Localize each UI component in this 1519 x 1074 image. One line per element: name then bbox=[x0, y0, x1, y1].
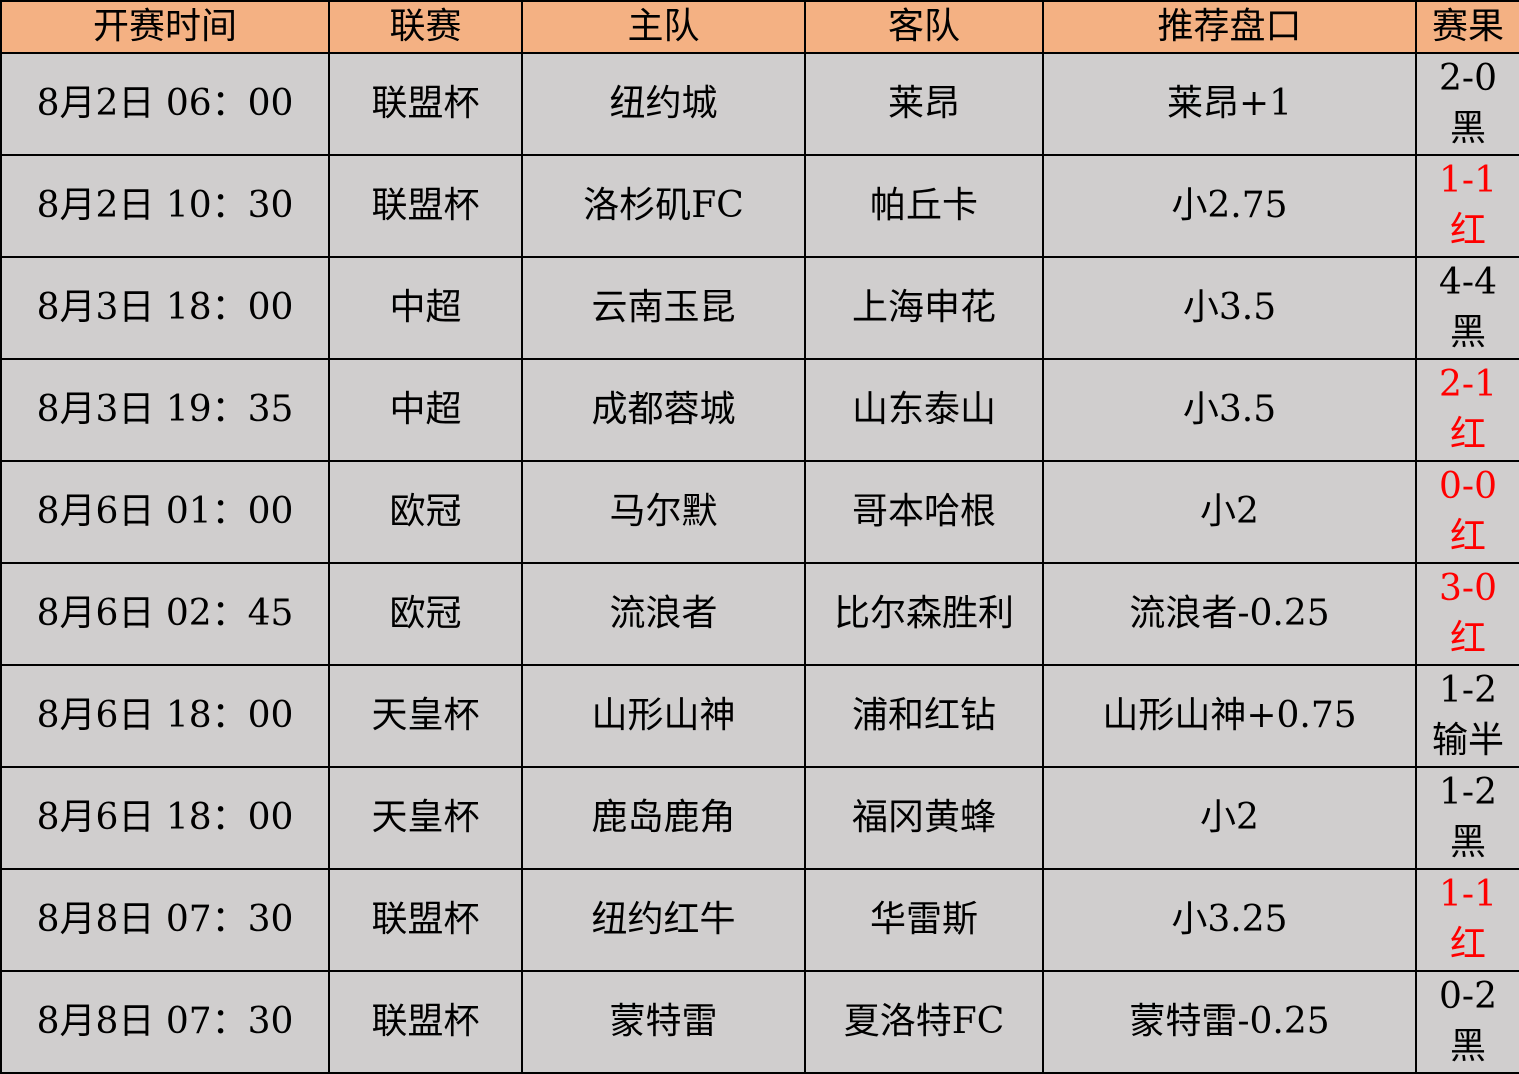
outcome: 红 bbox=[1449, 516, 1486, 557]
outcome: 红 bbox=[1449, 210, 1486, 251]
table-row: 8月8日 07：30 联盟杯 蒙特雷 夏洛特FC 蒙特雷-0.25 0-2 黑 bbox=[0, 970, 1519, 1074]
outcome: 黑 bbox=[1449, 1026, 1486, 1067]
outcome: 输半 bbox=[1431, 720, 1504, 761]
home-team-cell: 洛杉矶FC bbox=[521, 154, 806, 258]
time-cell: 8月6日 02：45 bbox=[0, 562, 330, 666]
result-cell: 1-1 红 bbox=[1415, 868, 1519, 972]
home-team-cell: 成都蓉城 bbox=[521, 358, 806, 462]
league-cell: 中超 bbox=[328, 358, 523, 462]
league-cell: 中超 bbox=[328, 256, 523, 360]
score: 1-2 bbox=[1439, 772, 1497, 813]
league-cell: 联盟杯 bbox=[328, 52, 523, 156]
pick-cell: 山形山神+0.75 bbox=[1042, 664, 1417, 768]
pick-cell: 小2.75 bbox=[1042, 154, 1417, 258]
home-team-cell: 流浪者 bbox=[521, 562, 806, 666]
time-cell: 8月2日 10：30 bbox=[0, 154, 330, 258]
away-team-cell: 帕丘卡 bbox=[804, 154, 1044, 258]
outcome: 黑 bbox=[1449, 312, 1486, 353]
league-cell: 欧冠 bbox=[328, 562, 523, 666]
table-row: 8月2日 10：30 联盟杯 洛杉矶FC 帕丘卡 小2.75 1-1 红 bbox=[0, 154, 1519, 258]
score: 3-0 bbox=[1439, 568, 1497, 609]
away-team-cell: 华雷斯 bbox=[804, 868, 1044, 972]
league-cell: 联盟杯 bbox=[328, 154, 523, 258]
pick-cell: 蒙特雷-0.25 bbox=[1042, 970, 1417, 1074]
time-cell: 8月6日 18：00 bbox=[0, 664, 330, 768]
home-team-cell: 鹿岛鹿角 bbox=[521, 766, 806, 870]
result-cell: 2-1 红 bbox=[1415, 358, 1519, 462]
table-row: 8月6日 18：00 天皇杯 鹿岛鹿角 福冈黄蜂 小2 1-2 黑 bbox=[0, 766, 1519, 870]
result-cell: 1-2 输半 bbox=[1415, 664, 1519, 768]
home-team-cell: 蒙特雷 bbox=[521, 970, 806, 1074]
header-home: 主队 bbox=[521, 0, 806, 54]
table-row: 8月3日 19：35 中超 成都蓉城 山东泰山 小3.5 2-1 红 bbox=[0, 358, 1519, 462]
table-row: 8月2日 06：00 联盟杯 纽约城 莱昂 莱昂+1 2-0 黑 bbox=[0, 52, 1519, 156]
header-away: 客队 bbox=[804, 0, 1044, 54]
pick-cell: 小2 bbox=[1042, 766, 1417, 870]
away-team-cell: 哥本哈根 bbox=[804, 460, 1044, 564]
away-team-cell: 浦和红钻 bbox=[804, 664, 1044, 768]
pick-cell: 莱昂+1 bbox=[1042, 52, 1417, 156]
outcome: 黑 bbox=[1449, 822, 1486, 863]
score: 0-0 bbox=[1439, 466, 1497, 507]
pick-cell: 小3.5 bbox=[1042, 256, 1417, 360]
result-cell: 4-4 黑 bbox=[1415, 256, 1519, 360]
header-result: 赛果 bbox=[1415, 0, 1519, 54]
league-cell: 联盟杯 bbox=[328, 970, 523, 1074]
score: 4-4 bbox=[1439, 262, 1497, 303]
score: 2-0 bbox=[1439, 58, 1497, 99]
time-cell: 8月3日 19：35 bbox=[0, 358, 330, 462]
header-time: 开赛时间 bbox=[0, 0, 330, 54]
home-team-cell: 纽约红牛 bbox=[521, 868, 806, 972]
time-cell: 8月8日 07：30 bbox=[0, 970, 330, 1074]
time-cell: 8月8日 07：30 bbox=[0, 868, 330, 972]
score: 1-1 bbox=[1439, 874, 1497, 915]
table-row: 8月6日 18：00 天皇杯 山形山神 浦和红钻 山形山神+0.75 1-2 输半 bbox=[0, 664, 1519, 768]
score: 0-2 bbox=[1439, 976, 1497, 1017]
time-cell: 8月6日 18：00 bbox=[0, 766, 330, 870]
header-row: 开赛时间 联赛 主队 客队 推荐盘口 赛果 bbox=[0, 0, 1519, 54]
table-row: 8月6日 01：00 欧冠 马尔默 哥本哈根 小2 0-0 红 bbox=[0, 460, 1519, 564]
pick-cell: 小2 bbox=[1042, 460, 1417, 564]
result-cell: 2-0 黑 bbox=[1415, 52, 1519, 156]
time-cell: 8月3日 18：00 bbox=[0, 256, 330, 360]
home-team-cell: 纽约城 bbox=[521, 52, 806, 156]
away-team-cell: 山东泰山 bbox=[804, 358, 1044, 462]
result-cell: 3-0 红 bbox=[1415, 562, 1519, 666]
away-team-cell: 莱昂 bbox=[804, 52, 1044, 156]
result-cell: 1-2 黑 bbox=[1415, 766, 1519, 870]
score: 1-1 bbox=[1439, 160, 1497, 201]
home-team-cell: 马尔默 bbox=[521, 460, 806, 564]
home-team-cell: 云南玉昆 bbox=[521, 256, 806, 360]
outcome: 红 bbox=[1449, 414, 1486, 455]
league-cell: 联盟杯 bbox=[328, 868, 523, 972]
outcome: 红 bbox=[1449, 618, 1486, 659]
result-cell: 0-0 红 bbox=[1415, 460, 1519, 564]
header-league: 联赛 bbox=[328, 0, 523, 54]
pick-cell: 流浪者-0.25 bbox=[1042, 562, 1417, 666]
score: 1-2 bbox=[1439, 670, 1497, 711]
league-cell: 天皇杯 bbox=[328, 664, 523, 768]
time-cell: 8月6日 01：00 bbox=[0, 460, 330, 564]
outcome: 红 bbox=[1449, 924, 1486, 965]
result-cell: 0-2 黑 bbox=[1415, 970, 1519, 1074]
away-team-cell: 比尔森胜利 bbox=[804, 562, 1044, 666]
away-team-cell: 福冈黄蜂 bbox=[804, 766, 1044, 870]
pick-cell: 小3.5 bbox=[1042, 358, 1417, 462]
header-pick: 推荐盘口 bbox=[1042, 0, 1417, 54]
home-team-cell: 山形山神 bbox=[521, 664, 806, 768]
table-row: 8月3日 18：00 中超 云南玉昆 上海申花 小3.5 4-4 黑 bbox=[0, 256, 1519, 360]
league-cell: 欧冠 bbox=[328, 460, 523, 564]
league-cell: 天皇杯 bbox=[328, 766, 523, 870]
table-row: 8月6日 02：45 欧冠 流浪者 比尔森胜利 流浪者-0.25 3-0 红 bbox=[0, 562, 1519, 666]
score: 2-1 bbox=[1439, 364, 1497, 405]
outcome: 黑 bbox=[1449, 108, 1486, 149]
table-row: 8月8日 07：30 联盟杯 纽约红牛 华雷斯 小3.25 1-1 红 bbox=[0, 868, 1519, 972]
away-team-cell: 上海申花 bbox=[804, 256, 1044, 360]
away-team-cell: 夏洛特FC bbox=[804, 970, 1044, 1074]
time-cell: 8月2日 06：00 bbox=[0, 52, 330, 156]
pick-cell: 小3.25 bbox=[1042, 868, 1417, 972]
result-cell: 1-1 红 bbox=[1415, 154, 1519, 258]
